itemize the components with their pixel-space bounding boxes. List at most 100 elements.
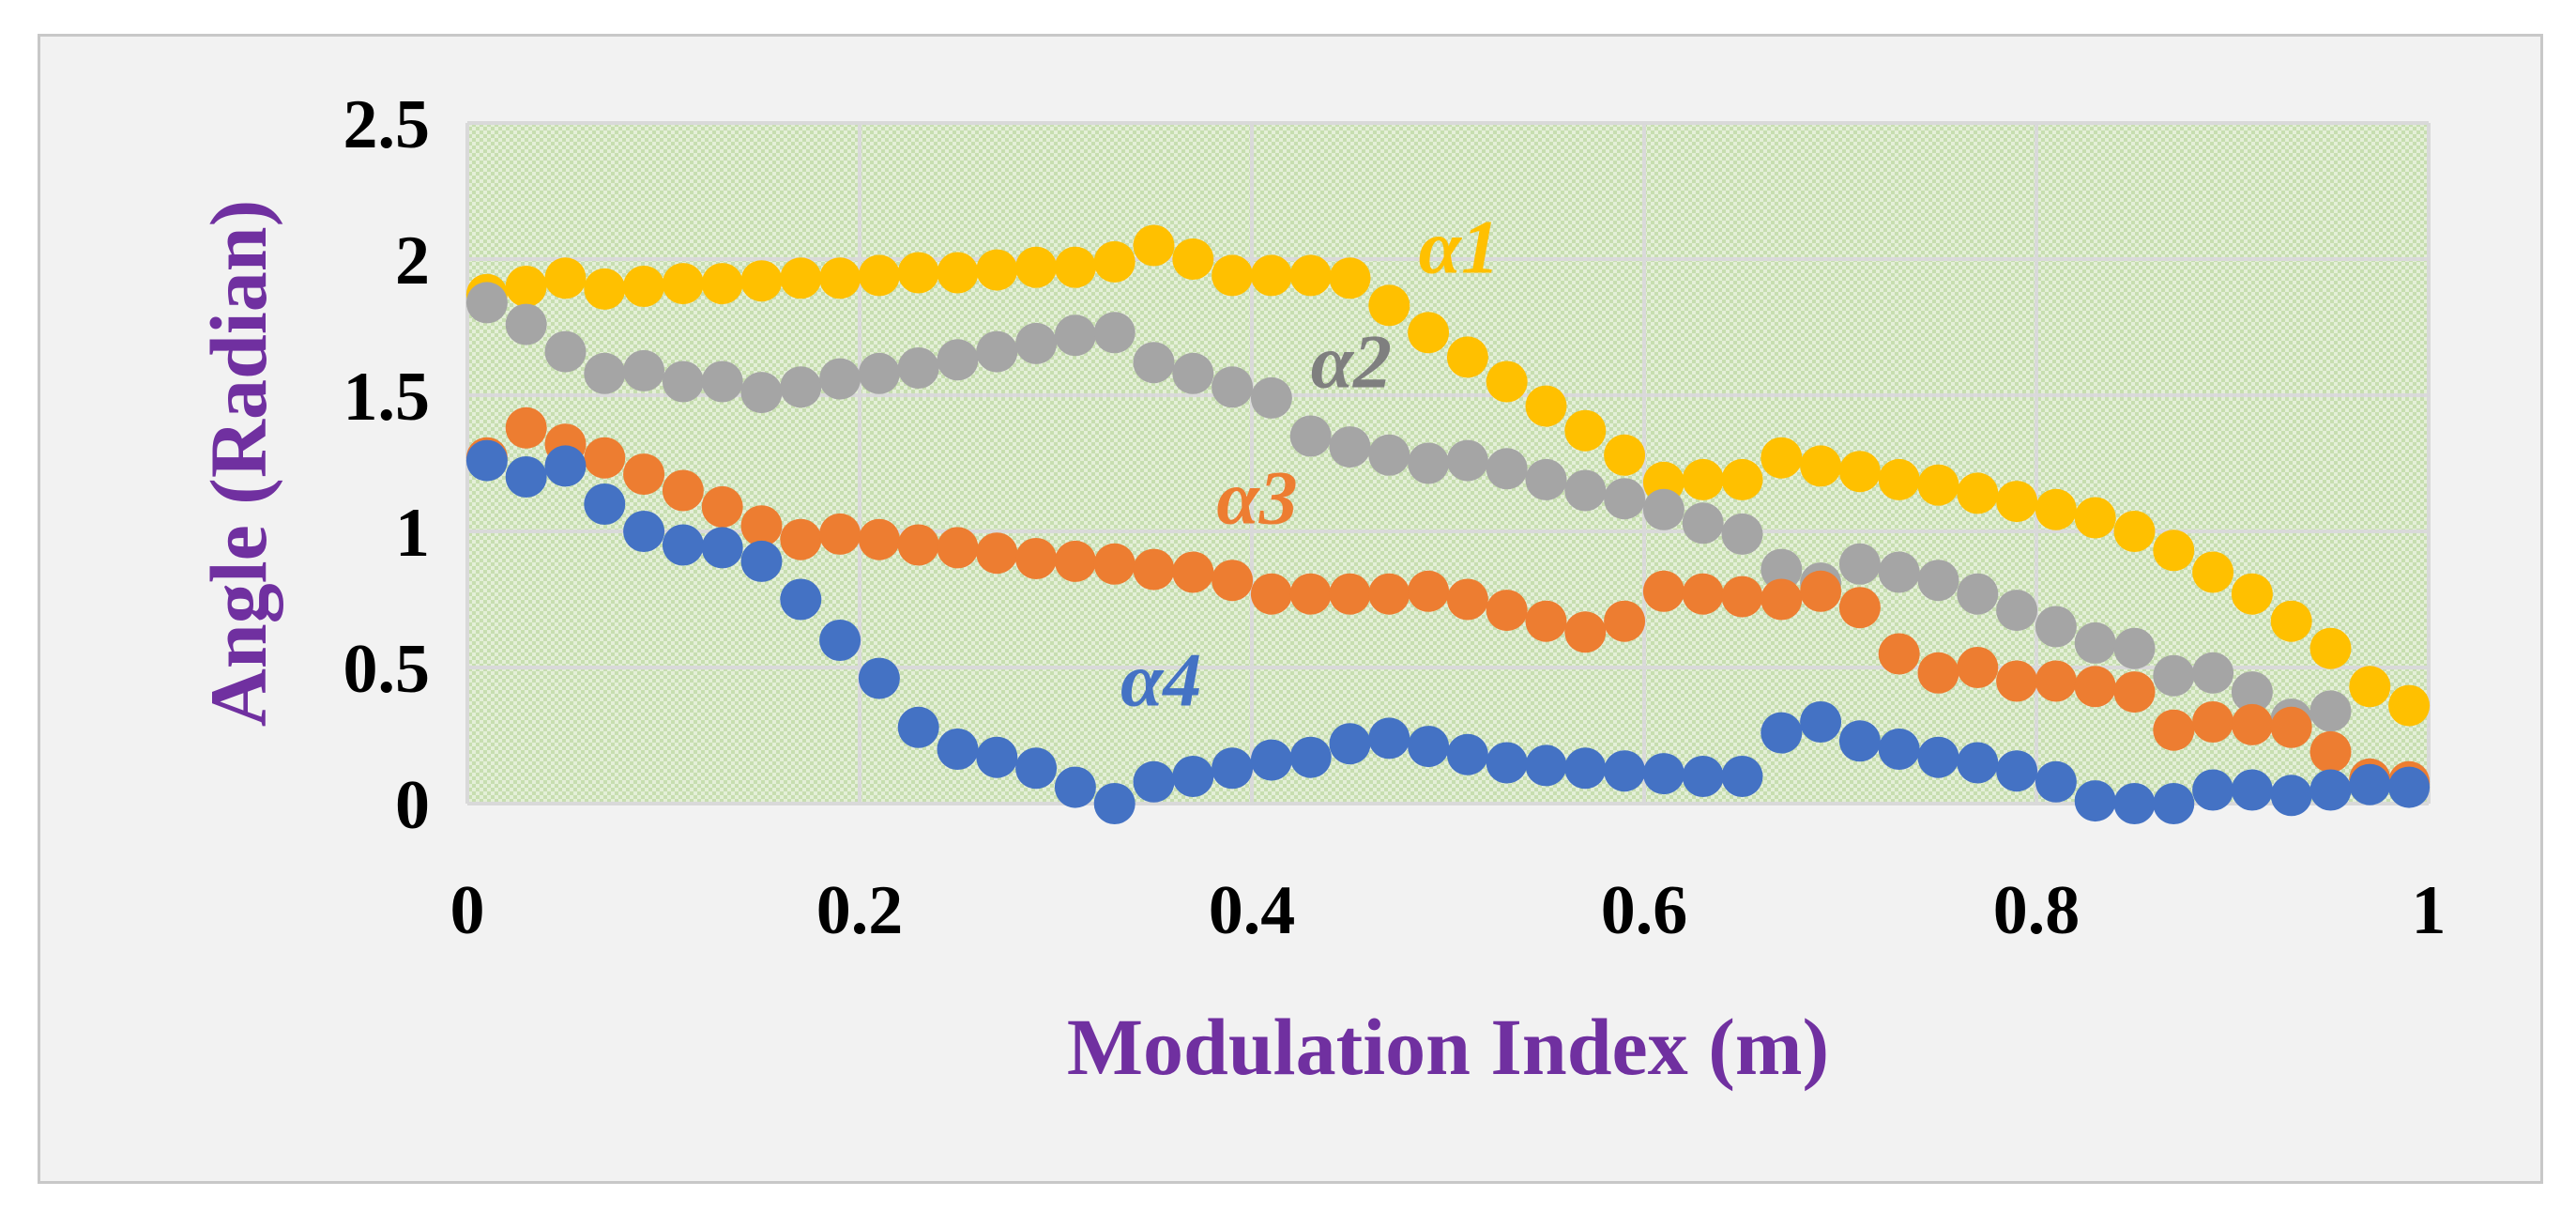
series-3 [465,407,2431,803]
data-point [662,361,704,403]
data-point [1800,445,1842,487]
data-point [1957,742,1999,784]
data-point [740,260,783,302]
data-point [623,511,665,552]
data-point [662,263,704,305]
data-point [1721,513,1763,555]
data-point [1368,717,1410,759]
data-point [1564,469,1607,512]
data-point [937,339,979,381]
data-point [780,366,822,408]
data-point [2035,606,2077,648]
data-point [1917,560,1959,602]
data-point [740,372,783,414]
data-point [1289,573,1332,615]
data-point [1996,481,2038,523]
data-point [544,445,587,487]
data-point [1486,361,1528,403]
data-point [2153,654,2195,697]
data-point [937,729,979,770]
data-point [2153,709,2195,751]
data-point [1642,753,1684,795]
data-point [1329,573,1371,615]
data-point [2231,703,2273,745]
data-point [465,439,508,482]
data-point [819,358,861,400]
data-point [2113,511,2156,552]
data-point [1329,426,1371,468]
y-tick-label: 0 [395,767,430,844]
data-point [1015,246,1058,288]
data-point [1408,570,1450,612]
x-axis-title: Modulation Index (m) [1067,1002,1829,1092]
data-point [1604,434,1646,476]
data-point [662,469,704,512]
data-point [897,524,939,566]
data-point [1838,587,1881,629]
data-point [1682,458,1724,500]
data-point [1525,600,1567,642]
data-point [2270,775,2312,817]
data-point [701,263,743,305]
series-label-2: α2 [1311,318,1392,404]
data-point [1368,573,1410,615]
x-tick-label: 0.2 [816,872,904,949]
data-point [1250,254,1292,297]
data-point [1761,437,1803,479]
data-point [2192,701,2234,743]
data-point [1996,590,2038,632]
data-point [2192,652,2234,694]
data-point [584,352,626,394]
y-tick-label: 1 [395,495,430,572]
data-point [1172,756,1214,797]
data-point [701,485,743,528]
data-point [1642,488,1684,530]
data-point [2270,600,2312,642]
data-point [819,257,861,299]
data-point [858,657,900,699]
data-point [505,303,547,345]
x-tick-label: 0.4 [1209,872,1296,949]
data-point [1015,538,1058,579]
data-point [1486,742,1528,784]
data-point [1525,458,1567,500]
data-point [1015,322,1058,364]
data-point [1289,415,1332,457]
data-point [623,453,665,496]
data-point [2231,769,2273,811]
data-point [544,257,587,299]
data-point [819,620,861,661]
data-point [1957,647,1999,688]
data-point [1212,747,1254,790]
data-point [505,266,547,307]
x-tick-label: 0.6 [1601,872,1688,949]
data-point [1172,551,1214,593]
data-point [1093,783,1136,824]
data-point [2270,706,2312,748]
data-point [1133,342,1175,384]
data-point [2074,780,2116,822]
data-point [1368,284,1410,327]
data-point [623,266,665,307]
data-point [1800,570,1842,612]
data-point [1133,760,1175,803]
data-point [937,252,979,294]
data-point [1486,590,1528,632]
data-point [1212,366,1254,408]
data-point [858,518,900,560]
y-tick-label: 0.5 [343,631,431,708]
y-tick-label: 1.5 [343,359,431,436]
data-point [1133,224,1175,267]
data-point [1289,254,1332,297]
series-2 [465,282,2431,805]
data-point [1054,315,1096,357]
data-point [1329,257,1371,299]
data-point [1446,733,1488,775]
data-point [1996,660,2038,702]
data-point [2074,666,2116,708]
data-point [1093,543,1136,585]
data-point [2035,760,2077,803]
series-label-3: α3 [1216,454,1297,540]
data-point [1093,240,1136,283]
